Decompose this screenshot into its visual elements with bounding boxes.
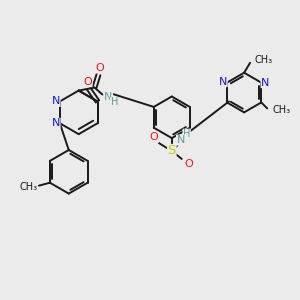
Text: N: N xyxy=(219,76,227,87)
Text: H: H xyxy=(111,98,118,107)
Text: N: N xyxy=(104,92,112,101)
Text: N: N xyxy=(261,78,269,88)
Text: N: N xyxy=(52,97,60,106)
Text: N: N xyxy=(176,135,185,145)
Text: CH₃: CH₃ xyxy=(272,105,290,116)
Text: O: O xyxy=(83,76,92,87)
Text: O: O xyxy=(150,132,158,142)
Text: O: O xyxy=(95,63,104,73)
Text: O: O xyxy=(184,159,193,169)
Text: N: N xyxy=(52,118,60,128)
Text: CH₃: CH₃ xyxy=(255,55,273,65)
Text: S: S xyxy=(168,145,176,158)
Text: CH₃: CH₃ xyxy=(19,182,37,192)
Text: H: H xyxy=(183,129,190,139)
